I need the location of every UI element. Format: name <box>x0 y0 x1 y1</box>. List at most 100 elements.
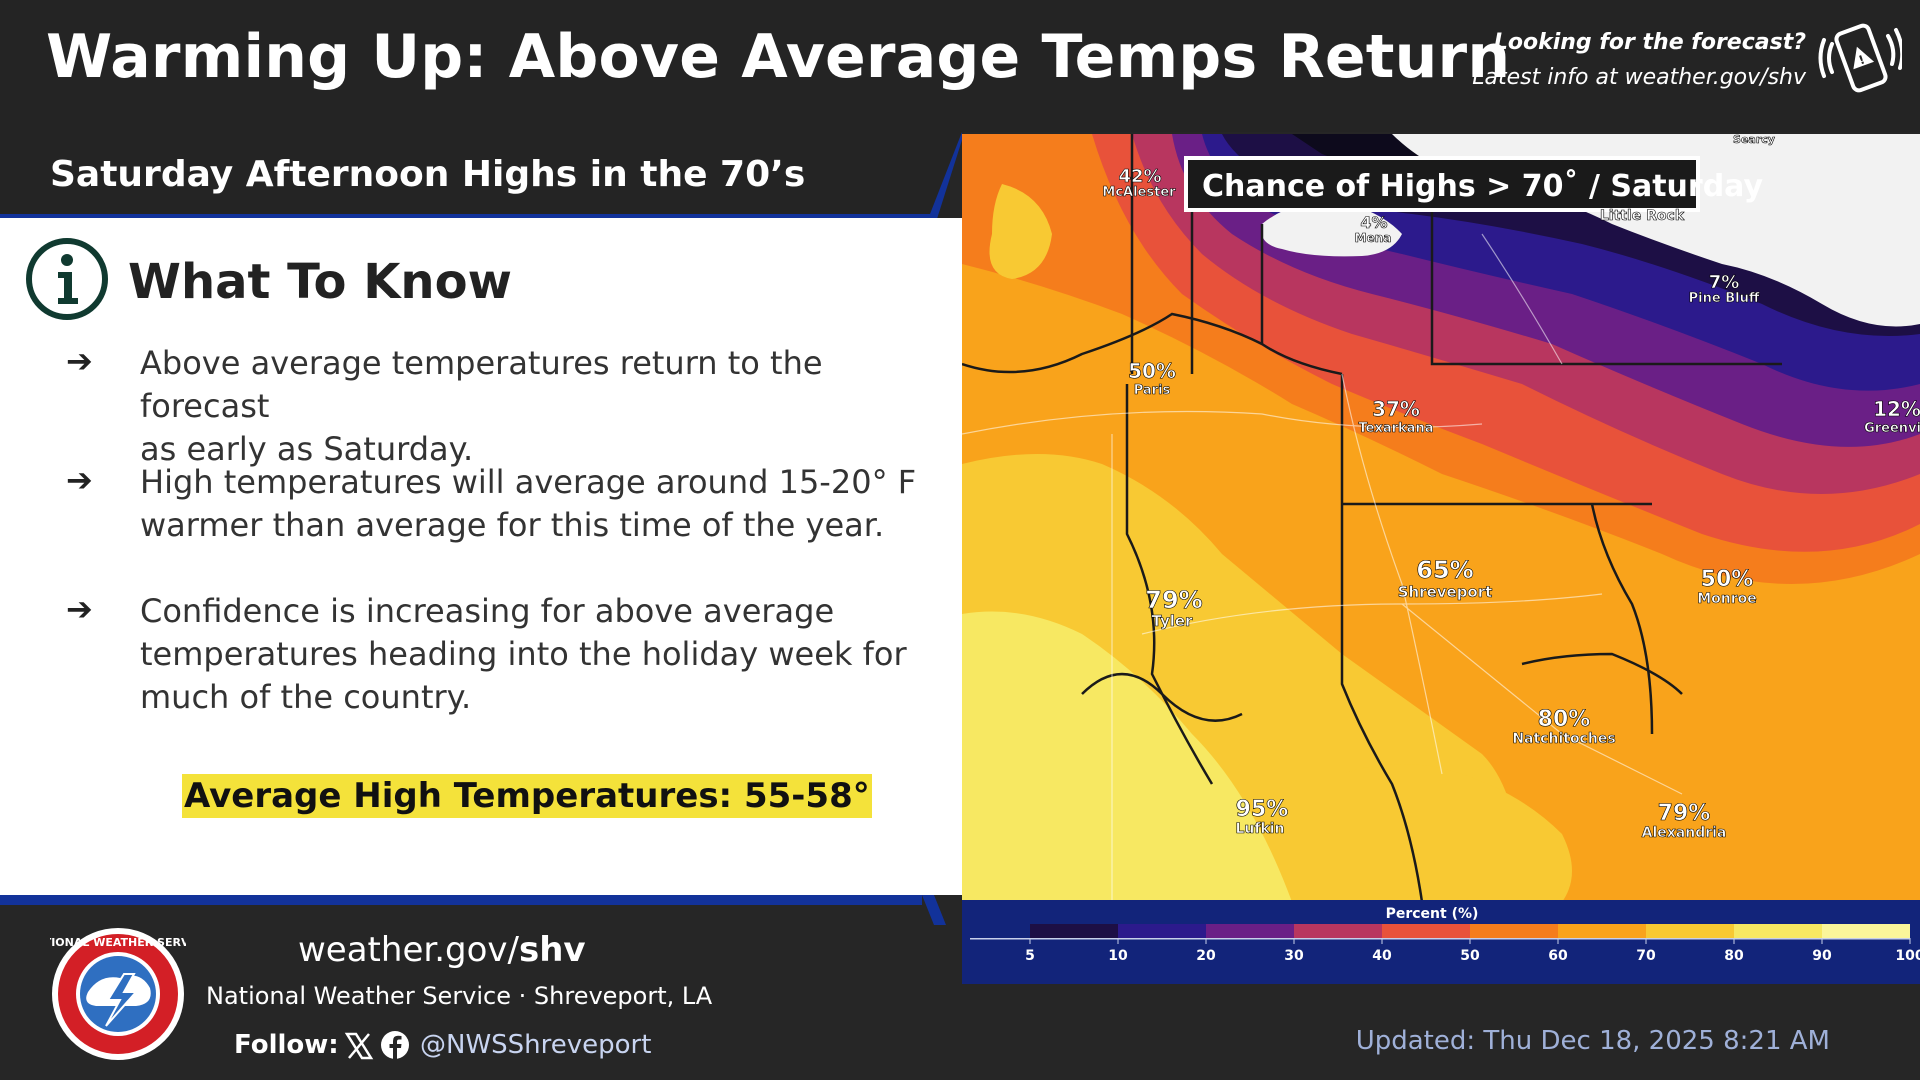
legend-panel: Percent (%) 5 10 20 30 40 50 60 70 80 90 100 <box>962 900 1920 984</box>
footer-office: National Weather Service · Shreveport, L… <box>206 982 713 1010</box>
mobile-alert-icon: ! <box>1818 23 1902 93</box>
legend-tick-label: 10 <box>1108 948 1128 964</box>
probability-map: Chance of Highs > 70˚ / Saturday 42% McA… <box>962 134 1920 902</box>
footer-site-prefix: weather.gov/ <box>298 930 519 970</box>
city-name: Monroe <box>1697 591 1757 607</box>
map-band-80-south <box>1342 764 1572 902</box>
red-river-border <box>962 312 1343 376</box>
bullet-line: warmer than average for this time of the… <box>140 506 885 544</box>
legend-tick-label: 70 <box>1636 948 1656 964</box>
legend-title: Percent (%) <box>1386 906 1479 922</box>
legend-swatch <box>1470 924 1558 938</box>
bullet-line: as early as Saturday. <box>140 430 474 468</box>
bullet-line: much of the country. <box>140 678 472 716</box>
legend-swatches <box>970 924 1910 940</box>
state-borders <box>962 134 1782 902</box>
county-line <box>1081 672 1243 722</box>
bullet-line: Confidence is increasing for above avera… <box>140 592 835 630</box>
city-pct: 50% <box>1128 359 1176 383</box>
page-title: Warming Up: Above Average Temps Return <box>46 22 1511 92</box>
nws-logo: NATIONAL WEATHER SERVICE <box>50 928 186 1060</box>
city-name: McAlester <box>1102 185 1176 200</box>
legend-tick-label: 100 <box>1895 948 1920 964</box>
map-band-90 <box>962 611 1292 902</box>
legend-swatch <box>1206 924 1294 938</box>
city-name: Alexandria <box>1642 825 1727 841</box>
map-title: Chance of Highs > 70˚ / Saturday <box>1202 168 1763 204</box>
city-pct: 50% <box>1701 567 1754 592</box>
footer-handle[interactable]: @NWSShreveport <box>420 1030 652 1060</box>
bullet-line: Above average temperatures return to the… <box>140 344 823 425</box>
city-name: Searcy <box>1733 134 1775 146</box>
city-pct: 7% <box>1709 272 1740 293</box>
bullet-item: Confidence is increasing for above avera… <box>140 590 960 719</box>
city-name: Greenvill <box>1864 421 1920 436</box>
subtitle: Saturday Afternoon Highs in the 70’s <box>50 154 806 195</box>
legend-swatch <box>1382 924 1470 938</box>
average-high-highlight: Average High Temperatures: 55-58° <box>182 774 872 818</box>
legend-tick-label: 5 <box>1025 948 1035 964</box>
legend-tick-label: 40 <box>1372 948 1392 964</box>
county-line <box>1430 194 1782 366</box>
city-pct: 12% <box>1873 397 1920 421</box>
updated-timestamp: Updated: Thu Dec 18, 2025 8:21 AM <box>1355 1026 1830 1056</box>
city-name: Little Rock <box>1600 208 1685 224</box>
info-icon <box>26 238 108 320</box>
footer-follow-label: Follow: <box>234 1030 339 1060</box>
map-title-box-inner <box>1188 160 1696 208</box>
city-pct: 95% <box>1236 797 1289 822</box>
bullet-item: Above average temperatures return to the… <box>140 342 960 471</box>
legend-tick-label: 90 <box>1812 948 1832 964</box>
bullet-line: High temperatures will average around 15… <box>140 463 917 501</box>
city-name: Paris <box>1134 383 1171 398</box>
legend-swatch <box>1646 924 1734 938</box>
legend-swatch <box>1030 924 1118 938</box>
city-name: Tyler <box>1152 612 1194 630</box>
city-pct: 42% <box>1118 166 1161 187</box>
legend: Percent (%) 5 10 20 30 40 50 60 70 80 90 100 <box>970 906 1920 964</box>
forecast-callout: Looking for the forecast? Latest info at… <box>1472 30 1806 90</box>
legend-swatch <box>1118 924 1206 938</box>
svg-text:!: ! <box>1857 52 1867 67</box>
nws-logo-text: NATIONAL WEATHER SERVICE <box>50 936 186 949</box>
legend-ticks: 5 10 20 30 40 50 60 70 80 90 100 <box>1025 938 1920 964</box>
city-pct: 80% <box>1538 707 1591 732</box>
city-name: Natchitoches <box>1512 731 1615 747</box>
bullet-line: temperatures heading into the holiday we… <box>140 635 907 673</box>
legend-tick-label: 80 <box>1724 948 1744 964</box>
legend-swatch <box>1294 924 1382 938</box>
city-pct: 79% <box>1658 801 1711 826</box>
city-pct: 4% <box>1360 213 1387 232</box>
city-name: Texarkana <box>1359 421 1434 436</box>
legend-swatch <box>1734 924 1822 938</box>
bullet-item: High temperatures will average around 15… <box>140 461 960 547</box>
city-pct: 37% <box>1372 397 1420 421</box>
ouachita-river <box>1590 503 1654 735</box>
footer-divider <box>0 895 946 925</box>
footer-site-bold: shv <box>518 930 586 970</box>
header-bar <box>0 0 1920 132</box>
legend-tick-label: 50 <box>1460 948 1480 964</box>
city-name: Mena <box>1355 231 1392 245</box>
city-name: Lufkin <box>1235 821 1284 837</box>
legend-swatch <box>1822 924 1910 938</box>
roads <box>962 233 1683 902</box>
legend-tick-label: 60 <box>1548 948 1568 964</box>
tx-la-border <box>1340 374 1424 902</box>
footer-site[interactable]: weather.gov/shv <box>298 930 586 970</box>
subtitle-bar <box>0 132 950 218</box>
bullet-arrow-icon: ➔ <box>66 590 93 628</box>
legend-axis <box>970 938 1910 940</box>
map-band-80-north <box>989 184 1052 279</box>
facebook-icon[interactable] <box>380 1030 410 1060</box>
x-icon[interactable] <box>344 1032 374 1060</box>
bullet-arrow-icon: ➔ <box>66 342 93 380</box>
county-line <box>1521 652 1683 695</box>
legend-swatch <box>1558 924 1646 938</box>
city-pct: 65% <box>1416 556 1473 584</box>
city-pct: 79% <box>1145 586 1202 614</box>
legend-tick-label: 20 <box>1196 948 1216 964</box>
map-band-zero-mena <box>1261 201 1402 257</box>
forecast-link[interactable]: Latest info at weather.gov/shv <box>1472 65 1806 90</box>
forecast-prompt: Looking for the forecast? <box>1493 30 1806 55</box>
